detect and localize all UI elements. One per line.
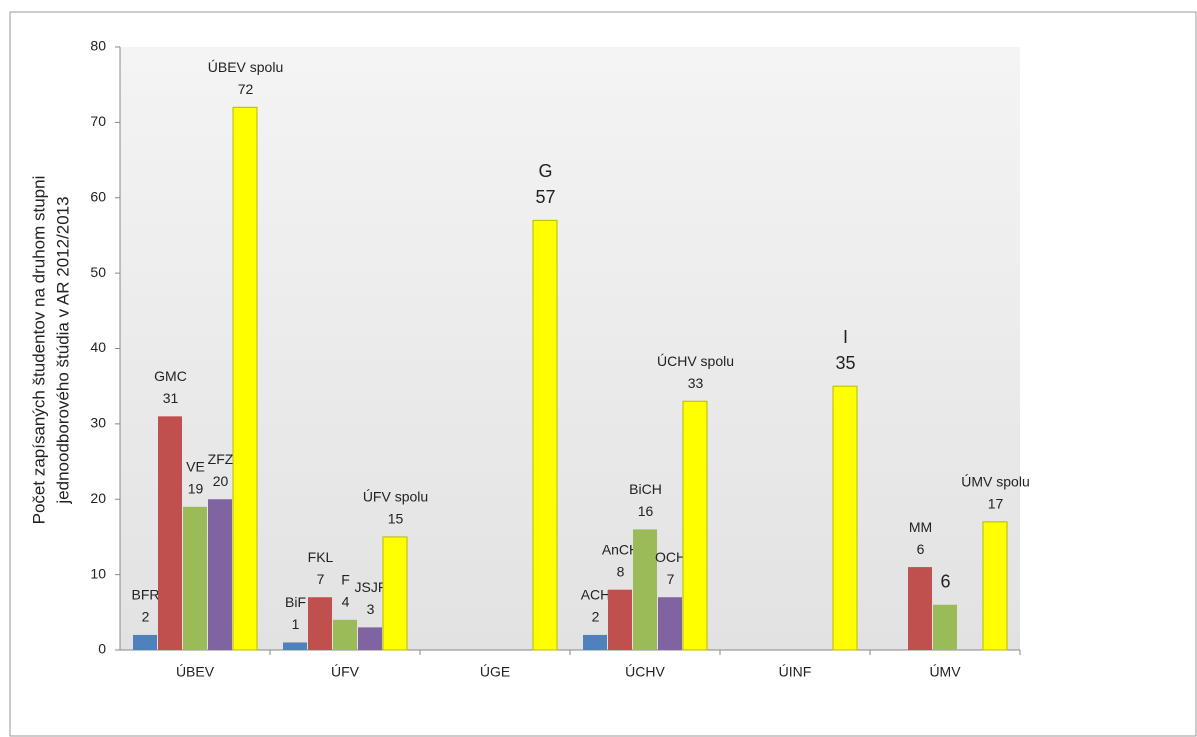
data-label: 4	[342, 594, 350, 610]
point-name: ZFZ	[208, 451, 234, 467]
bar	[658, 597, 682, 650]
x-tick-label: ÚFV	[331, 664, 360, 680]
x-tick-label: ÚBEV	[176, 664, 215, 680]
annotation-value: 6	[917, 541, 925, 557]
bar	[158, 416, 182, 650]
point-name: F	[341, 572, 350, 588]
data-label: 20	[213, 473, 229, 489]
data-label: 33	[688, 375, 704, 391]
bar	[682, 400, 708, 651]
data-label: 31	[163, 390, 179, 406]
chart-frame	[9, 11, 1197, 737]
y-tick-label: 70	[90, 113, 106, 129]
bar	[633, 529, 657, 650]
bar	[982, 521, 1008, 651]
point-name: JSJF	[355, 579, 387, 595]
point-name: BiCH	[629, 481, 662, 497]
data-label: 7	[317, 571, 325, 587]
y-tick-label: 60	[90, 188, 106, 204]
data-label: 1	[292, 616, 300, 632]
point-name: I	[843, 327, 848, 347]
y-tick-label: 0	[98, 641, 106, 657]
data-label: 8	[617, 563, 625, 579]
bar	[532, 219, 558, 651]
bar	[832, 385, 858, 651]
point-name: ÚMV spolu	[961, 474, 1029, 490]
bar	[232, 106, 258, 651]
point-name: ÚCHV spolu	[657, 353, 734, 369]
data-label: 3	[367, 601, 375, 617]
data-label: 2	[592, 609, 600, 625]
x-tick-label: ÚINF	[779, 664, 812, 680]
y-tick-label: 80	[90, 38, 106, 54]
point-name: ÚBEV spolu	[208, 59, 283, 75]
point-name: VE	[186, 458, 205, 474]
y-axis-title: Počet zapísaných študentov na druhom stu…	[29, 176, 48, 525]
bar	[583, 634, 607, 650]
bar	[358, 627, 382, 650]
y-tick-label: 50	[90, 264, 106, 280]
point-name: FKL	[308, 549, 334, 565]
data-label: 2	[142, 609, 150, 625]
data-label: 17	[988, 496, 1004, 512]
data-label: 35	[835, 353, 855, 373]
point-name: AnCH	[602, 541, 639, 557]
data-label: 7	[667, 571, 675, 587]
y-tick-label: 40	[90, 339, 106, 355]
data-label: 72	[238, 81, 254, 97]
point-name: ÚFV spolu	[363, 489, 428, 505]
annotation: MM	[909, 519, 932, 535]
point-name: BiF	[285, 594, 306, 610]
data-label: 19	[188, 480, 204, 496]
bar	[283, 642, 307, 650]
point-name: OCH	[655, 549, 686, 565]
bar	[382, 536, 408, 651]
bar	[933, 604, 957, 650]
x-tick-label: ÚMV	[929, 664, 961, 680]
bar	[208, 499, 232, 650]
bar	[908, 567, 932, 650]
data-label: 16	[638, 503, 654, 519]
y-tick-label: 20	[90, 490, 106, 506]
bar	[183, 506, 207, 650]
data-label: 15	[388, 511, 404, 527]
bar	[608, 589, 632, 650]
point-name: GMC	[154, 368, 187, 384]
bar	[333, 619, 357, 650]
bar	[308, 597, 332, 650]
bar	[133, 634, 157, 650]
point-name: G	[538, 161, 552, 181]
x-tick-label: ÚGE	[480, 664, 510, 680]
data-label: 57	[535, 187, 555, 207]
y-tick-label: 10	[90, 565, 106, 581]
y-tick-label: 30	[90, 415, 106, 431]
data-label: 6	[940, 572, 950, 592]
point-name: BFR	[132, 587, 160, 603]
y-axis-title: jednoodborového štúdia v AR 2012/2013	[53, 196, 72, 504]
x-tick-label: ÚCHV	[625, 664, 665, 680]
plot-area	[120, 47, 1020, 650]
point-name: ACH	[581, 587, 611, 603]
